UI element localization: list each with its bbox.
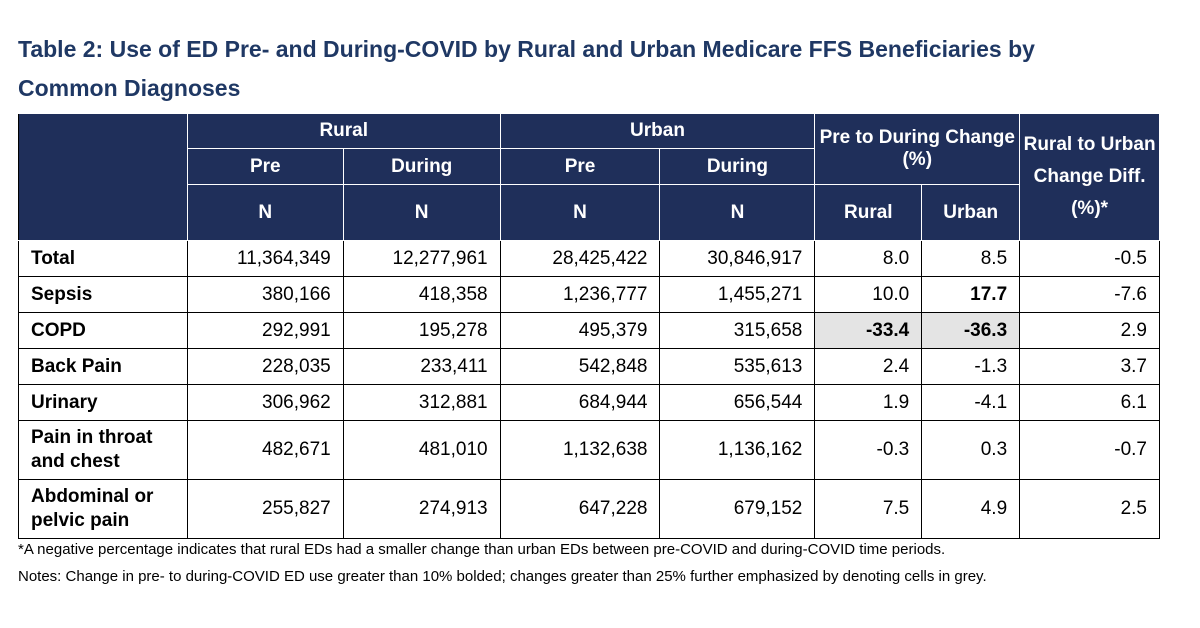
cell: 12,277,961	[342, 240, 501, 277]
cell: 535,613	[659, 348, 816, 385]
cell: 306,962	[186, 384, 344, 421]
cell: 17.7	[921, 276, 1021, 313]
table-row: Sepsis 380,166 418,358 1,236,777 1,455,271 10…	[18, 276, 1160, 313]
cell: -33.4	[814, 312, 923, 349]
cell: 8.5	[921, 240, 1021, 277]
cell: 0.3	[921, 420, 1021, 480]
cell: -0.5	[1019, 240, 1160, 277]
period-header: During	[659, 148, 816, 185]
cell: 1,236,777	[499, 276, 661, 313]
cell: 292,991	[186, 312, 344, 349]
unit-header: Rural	[814, 184, 923, 241]
group-header: Pre to During Change (%)	[814, 113, 1021, 185]
unit-header: N	[659, 184, 816, 241]
cell: 233,411	[342, 348, 501, 385]
table-row: Pain in throat and chest 482,671 481,010 1,…	[18, 420, 1160, 480]
cell: -7.6	[1019, 276, 1160, 313]
cell: 6.1	[1019, 384, 1160, 421]
cell: 1.9	[814, 384, 923, 421]
period-header: Pre	[186, 148, 344, 185]
footnote: Notes: Change in pre- to during-COVID ED…	[18, 568, 987, 585]
cell: 4.9	[921, 479, 1021, 539]
cell: 228,035	[186, 348, 344, 385]
cell: 684,944	[499, 384, 661, 421]
corner	[18, 113, 188, 241]
cell: 312,881	[342, 384, 501, 421]
unit-header: N	[342, 184, 501, 241]
row-label: Total	[18, 240, 188, 277]
cell: 28,425,422	[499, 240, 661, 277]
cell: 315,658	[659, 312, 816, 349]
cell: 2.5	[1019, 479, 1160, 539]
cell: 1,455,271	[659, 276, 816, 313]
table-row: Total 11,364,349 12,277,961 28,425,422 30,84…	[18, 240, 1160, 277]
table-row: Back Pain 228,035 233,411 542,848 535,613 2.4…	[18, 348, 1160, 385]
row-label: Pain in throat and chest	[18, 420, 188, 480]
table-row: Urinary 306,962 312,881 684,944 656,544 1.9 -4…	[18, 384, 1160, 421]
row-label: COPD	[18, 312, 188, 349]
cell: 481,010	[342, 420, 501, 480]
cell: -4.1	[921, 384, 1021, 421]
cell: 11,364,349	[186, 240, 344, 277]
cell: 7.5	[814, 479, 923, 539]
unit-header: Urban	[921, 184, 1021, 241]
cell: 647,228	[499, 479, 661, 539]
cell: 542,848	[499, 348, 661, 385]
cell: 679,152	[659, 479, 816, 539]
cell: 380,166	[186, 276, 344, 313]
table-body: Total 11,364,349 12,277,961 28,425,422 30,84…	[18, 240, 1160, 539]
cell: 2.9	[1019, 312, 1160, 349]
row-label: Back Pain	[18, 348, 188, 385]
cell: 195,278	[342, 312, 501, 349]
cell: 8.0	[814, 240, 923, 277]
row-label: Sepsis	[18, 276, 188, 313]
footnote: *A negative percentage indicates that ru…	[18, 541, 946, 558]
cell: 274,913	[342, 479, 501, 539]
cell: 2.4	[814, 348, 923, 385]
cell: -36.3	[921, 312, 1021, 349]
table-row: COPD 292,991 195,278 495,379 315,658 -33.4 -36…	[18, 312, 1160, 349]
cell: 495,379	[499, 312, 661, 349]
cell: 656,544	[659, 384, 816, 421]
row-label: Abdominal or pelvic pain	[18, 479, 188, 539]
cell: -1.3	[921, 348, 1021, 385]
period-header: During	[342, 148, 501, 185]
cell: 10.0	[814, 276, 923, 313]
cell: 3.7	[1019, 348, 1160, 385]
cell: -0.7	[1019, 420, 1160, 480]
group-header: Rural to Urban Change Diff. (%)*	[1019, 113, 1160, 241]
unit-header: N	[186, 184, 344, 241]
cell: -0.3	[814, 420, 923, 480]
group-header: Rural	[186, 113, 501, 149]
row-label: Urinary	[18, 384, 188, 421]
cell: 1,136,162	[659, 420, 816, 480]
table-row: Abdominal or pelvic pain 255,827 274,913 64…	[18, 479, 1160, 539]
unit-header: N	[499, 184, 661, 241]
cell: 418,358	[342, 276, 501, 313]
period-header: Pre	[499, 148, 661, 185]
group-header: Urban	[499, 113, 816, 149]
cell: 30,846,917	[659, 240, 816, 277]
cell: 482,671	[186, 420, 344, 480]
cell: 255,827	[186, 479, 344, 539]
cell: 1,132,638	[499, 420, 661, 480]
data-table: Rural Urban Pre to During Change (%) Rur…	[18, 113, 1160, 539]
table-title: Table 2: Use of ED Pre- and During-COVID…	[18, 36, 1035, 101]
